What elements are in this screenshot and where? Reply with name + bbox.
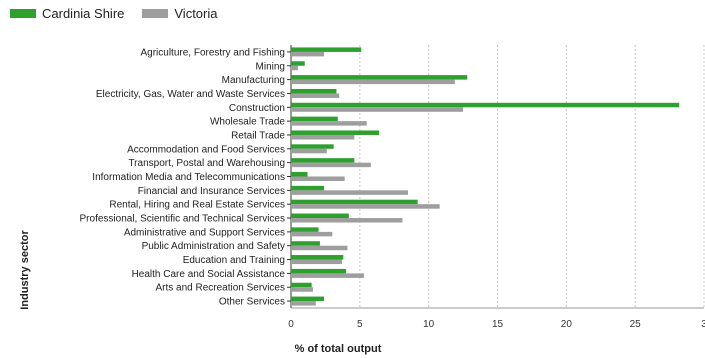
y-tick-label: Agriculture, Forestry and Fishing	[140, 47, 285, 58]
y-tick-label: Education and Training	[183, 255, 285, 266]
bar-victoria	[291, 301, 316, 306]
bar-cardinia-shire	[291, 88, 337, 94]
y-tick-label: Arts and Recreation Services	[155, 283, 285, 294]
bar-victoria	[291, 134, 355, 140]
bar-victoria	[291, 273, 364, 278]
x-tick-label: 15	[492, 319, 504, 330]
bar-cardinia-shire	[291, 255, 344, 260]
bar-victoria	[291, 218, 403, 223]
x-tick-label: 3	[701, 319, 705, 330]
y-tick-label: Transport, Postal and Warehousing	[128, 158, 285, 169]
legend: Cardinia Shire Victoria	[10, 6, 236, 21]
x-tick-label: 25	[630, 319, 642, 330]
bar-cardinia-shire	[291, 185, 325, 191]
x-tick-label: 5	[357, 319, 363, 330]
bar-cardinia-shire	[291, 282, 312, 288]
y-tick-label: Financial and Insurance Services	[138, 186, 285, 197]
y-tick-label: Other Services	[219, 297, 285, 308]
bar-victoria	[291, 65, 298, 71]
bar-victoria	[291, 79, 455, 85]
y-tick-label: Wholesale Trade	[210, 117, 285, 128]
y-tick-label: Professional, Scientific and Technical S…	[80, 214, 285, 225]
y-axis-title: Industry sector	[19, 230, 31, 310]
bar-cardinia-shire	[291, 227, 319, 232]
bar-victoria	[291, 231, 333, 237]
y-tick-label: Manufacturing	[222, 75, 285, 86]
bar-cardinia-shire	[291, 47, 362, 52]
bar-cardinia-shire	[291, 144, 334, 149]
y-tick-label: Retail Trade	[231, 130, 285, 141]
bar-victoria	[291, 176, 345, 181]
legend-swatch-victoria	[142, 9, 169, 18]
bar-victoria	[291, 107, 464, 112]
y-tick-label: Electricity, Gas, Water and Waste Servic…	[96, 89, 285, 100]
y-tick-label: Accommodation and Food Services	[127, 144, 285, 155]
bar-cardinia-shire	[291, 268, 347, 274]
bar-victoria	[291, 245, 348, 251]
bar-victoria	[291, 162, 371, 168]
bar-cardinia-shire	[291, 130, 380, 135]
bar-cardinia-shire	[291, 102, 680, 108]
bar-victoria	[291, 148, 327, 154]
x-axis-title: % of total output	[295, 343, 382, 355]
bar-cardinia-shire	[291, 61, 305, 66]
legend-item-victoria[interactable]: Victoria	[142, 6, 218, 21]
y-tick-label: Public Administration and Safety	[142, 241, 285, 252]
bar-victoria	[291, 204, 440, 209]
legend-swatch-cardinia-shire	[10, 9, 36, 18]
legend-label-victoria: Victoria	[174, 6, 218, 21]
bar-cardinia-shire	[291, 75, 468, 80]
legend-label-cardinia-shire: Cardinia Shire	[42, 6, 125, 21]
y-tick-label: Construction	[229, 103, 285, 114]
bar-victoria	[291, 121, 367, 126]
legend-item-cardinia-shire[interactable]: Cardinia Shire	[10, 6, 124, 21]
x-tick-label: 10	[423, 319, 435, 330]
x-tick-label: 0	[288, 319, 294, 330]
bar-cardinia-shire	[291, 241, 320, 246]
y-tick-label: Rental, Hiring and Real Estate Services	[109, 200, 285, 211]
y-tick-label: Mining	[256, 61, 285, 72]
bar-victoria	[291, 51, 325, 57]
bar-cardinia-shire	[291, 296, 325, 302]
y-tick-label: Information Media and Telecommunications	[92, 172, 285, 183]
x-tick-label: 20	[561, 319, 573, 330]
bar-victoria	[291, 190, 409, 195]
y-tick-label: Health Care and Social Assistance	[132, 269, 286, 280]
bar-cardinia-shire	[291, 158, 355, 163]
bar-cardinia-shire	[291, 199, 418, 205]
bar-cardinia-shire	[291, 116, 338, 122]
bar-victoria	[291, 287, 314, 292]
bar-victoria	[291, 93, 340, 98]
y-tick-label: Administrative and Support Services	[124, 227, 285, 238]
bar-victoria	[291, 259, 342, 265]
bar-cardinia-shire	[291, 172, 308, 177]
bar-cardinia-shire	[291, 213, 349, 219]
